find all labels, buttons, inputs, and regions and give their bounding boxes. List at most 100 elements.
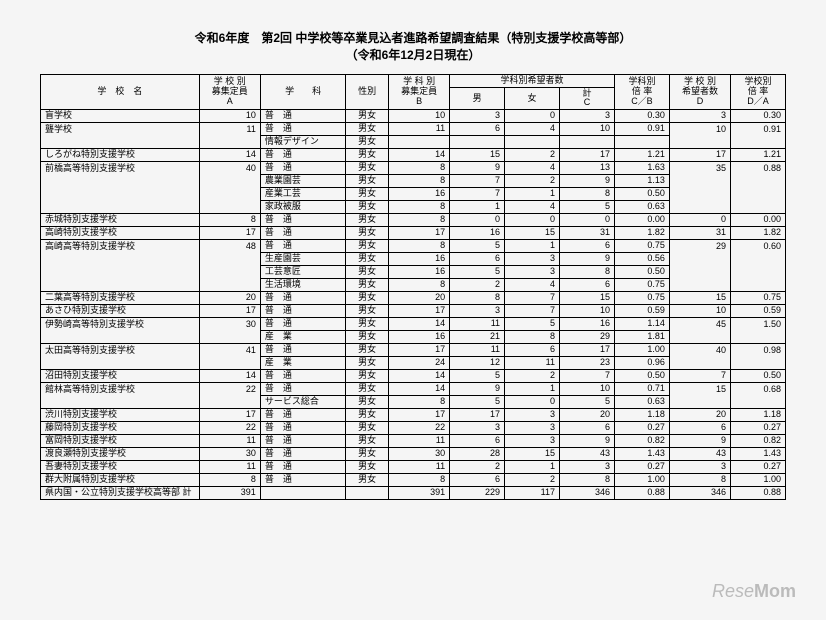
cell-cb: 1.82 — [614, 227, 669, 240]
cell-c: 17 — [560, 344, 615, 357]
cell-da — [730, 266, 785, 279]
cell-capA — [199, 188, 260, 201]
cell-m: 5 — [450, 370, 505, 383]
cell-sex: 男女 — [346, 253, 389, 266]
cell-dept: 普 通 — [260, 318, 345, 331]
cell-dept: 家政被服 — [260, 201, 345, 214]
cell-f: 4 — [505, 162, 560, 175]
cell-capA: 22 — [199, 422, 260, 435]
cell-f: 4 — [505, 123, 560, 136]
cell-c: 0 — [560, 214, 615, 227]
cell-school: 聾学校 — [41, 123, 200, 136]
cell-dept: 普 通 — [260, 383, 345, 396]
cell-d: 45 — [669, 318, 730, 331]
hdr-da: 学校別 倍 率 D／A — [730, 74, 785, 110]
cell-capA — [199, 266, 260, 279]
cell-school: 伊勢崎高等特別支援学校 — [41, 318, 200, 331]
cell-capA: 40 — [199, 162, 260, 175]
cell-capB: 24 — [389, 357, 450, 370]
cell-capA: 14 — [199, 370, 260, 383]
cell-cb: 0.59 — [614, 305, 669, 318]
cell-capA — [199, 331, 260, 344]
cell-dept: 普 通 — [260, 227, 345, 240]
cell-c: 29 — [560, 331, 615, 344]
cell-f: 4 — [505, 201, 560, 214]
total-da: 0.88 — [730, 487, 785, 500]
cell-sex: 男女 — [346, 149, 389, 162]
hdr-male: 男 — [450, 87, 505, 110]
cell-f: 3 — [505, 435, 560, 448]
cell-m: 12 — [450, 357, 505, 370]
cell-f: 2 — [505, 175, 560, 188]
cell-f: 1 — [505, 461, 560, 474]
cell-capB: 11 — [389, 435, 450, 448]
cell-da: 1.50 — [730, 318, 785, 331]
table-row: 赤城特別支援学校8普 通男女80000.0000.00 — [41, 214, 786, 227]
cell-f: 11 — [505, 357, 560, 370]
cell-d: 3 — [669, 110, 730, 123]
cell-m: 6 — [450, 435, 505, 448]
cell-m: 28 — [450, 448, 505, 461]
cell-school — [41, 279, 200, 292]
cell-d: 35 — [669, 162, 730, 175]
cell-m: 5 — [450, 266, 505, 279]
title-line-2: （令和6年12月2日現在） — [40, 47, 786, 64]
cell-d — [669, 175, 730, 188]
cell-sex: 男女 — [346, 422, 389, 435]
hdr-totalC: 計 C — [560, 87, 615, 110]
cell-da — [730, 396, 785, 409]
cell-m: 3 — [450, 422, 505, 435]
hdr-cb: 学科別 倍 率 C／B — [614, 74, 669, 110]
cell-da — [730, 175, 785, 188]
cell-da: 0.98 — [730, 344, 785, 357]
cell-f: 4 — [505, 279, 560, 292]
cell-school: あさひ特別支援学校 — [41, 305, 200, 318]
table-row: 渋川特別支援学校17普 通男女17173201.18201.18 — [41, 409, 786, 422]
hdr-appl-group: 学科別希望者数 — [450, 74, 615, 87]
cell-school: 渋川特別支援学校 — [41, 409, 200, 422]
cell-m: 1 — [450, 201, 505, 214]
total-d: 346 — [669, 487, 730, 500]
cell-cb: 0.75 — [614, 240, 669, 253]
cell-c: 10 — [560, 123, 615, 136]
cell-f: 7 — [505, 292, 560, 305]
cell-d: 20 — [669, 409, 730, 422]
hdr-female: 女 — [505, 87, 560, 110]
survey-table: 学 校 名 学 校 別 募集定員 A 学 科 性別 学 科 別 募集定員 B 学… — [40, 74, 786, 501]
cell-capB: 11 — [389, 123, 450, 136]
cell-da: 1.21 — [730, 149, 785, 162]
total-m: 229 — [450, 487, 505, 500]
cell-school: 前橋高等特別支援学校 — [41, 162, 200, 175]
cell-da — [730, 253, 785, 266]
cell-da — [730, 357, 785, 370]
cell-capA: 17 — [199, 227, 260, 240]
cell-f: 7 — [505, 305, 560, 318]
cell-c: 20 — [560, 409, 615, 422]
cell-capB: 14 — [389, 318, 450, 331]
table-row: 高崎特別支援学校17普 通男女171615311.82311.82 — [41, 227, 786, 240]
cell-c: 6 — [560, 240, 615, 253]
cell-capB: 22 — [389, 422, 450, 435]
cell-da: 0.27 — [730, 422, 785, 435]
hdr-dept: 学 科 — [260, 74, 345, 110]
total-capA: 391 — [199, 487, 260, 500]
cell-f: 2 — [505, 474, 560, 487]
table-row: 産業工芸男女167180.50 — [41, 188, 786, 201]
cell-m: 15 — [450, 149, 505, 162]
cell-sex: 男女 — [346, 188, 389, 201]
cell-dept: 産 業 — [260, 357, 345, 370]
cell-f: 2 — [505, 370, 560, 383]
cell-da: 1.18 — [730, 409, 785, 422]
table-row: 生活環境男女82460.75 — [41, 279, 786, 292]
cell-c: 16 — [560, 318, 615, 331]
cell-f: 6 — [505, 344, 560, 357]
cell-cb: 0.27 — [614, 461, 669, 474]
cell-c: 3 — [560, 110, 615, 123]
cell-capB — [389, 136, 450, 149]
cell-sex: 男女 — [346, 318, 389, 331]
cell-cb: 0.63 — [614, 396, 669, 409]
cell-da: 0.50 — [730, 370, 785, 383]
cell-capA: 10 — [199, 110, 260, 123]
cell-capA: 41 — [199, 344, 260, 357]
cell-d — [669, 188, 730, 201]
